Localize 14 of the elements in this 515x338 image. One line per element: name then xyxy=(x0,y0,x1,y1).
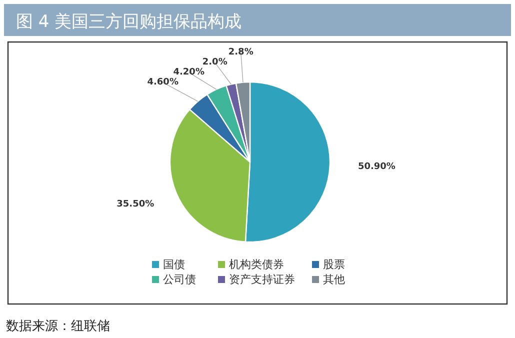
data-label: 4.20% xyxy=(173,67,204,78)
legend-label: 资产支持证券 xyxy=(229,273,295,286)
chart-title: 图 4 美国三方回购担保品构成 xyxy=(16,12,242,32)
legend-label: 其他 xyxy=(323,273,345,286)
data-label: 4.60% xyxy=(147,77,178,88)
legend-label: 股票 xyxy=(323,258,345,271)
data-label: 35.50% xyxy=(116,199,154,210)
legend-label: 公司债 xyxy=(163,273,196,286)
legend-label: 机构类债券 xyxy=(229,258,284,271)
data-label: 2.0% xyxy=(202,57,228,68)
source-note: 数据来源：纽联储 xyxy=(6,319,110,334)
data-label: 2.8% xyxy=(228,47,254,58)
legend-label: 国债 xyxy=(163,258,185,271)
data-label: 50.90% xyxy=(358,162,396,172)
